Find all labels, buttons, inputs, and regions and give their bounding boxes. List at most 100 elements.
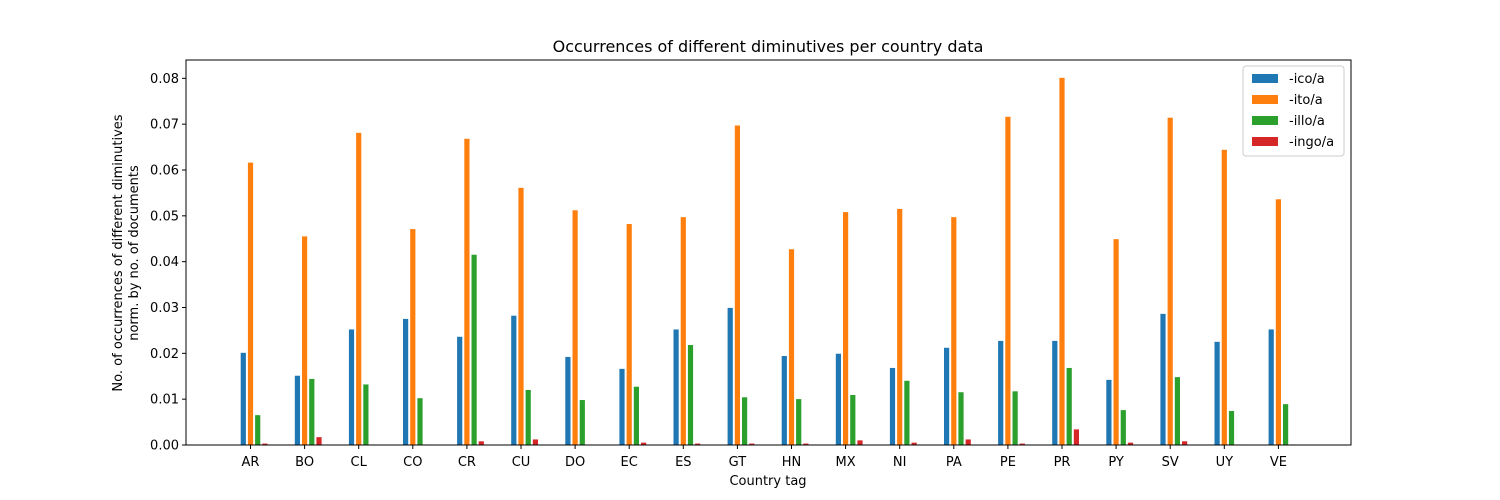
x-axis-ticks: AR BO CL CO CR CU DO EC ES GT HN MX NI PA PE PR PY SV UY VE: [242, 445, 1287, 470]
bar-py-1: [1112, 238, 1120, 446]
y-axis-label-line1: No. of occurrences of different diminuti…: [111, 114, 126, 391]
x-tick-label: PR: [1054, 455, 1071, 470]
x-tick-label: PA: [946, 455, 962, 470]
bar-cl-2: [362, 383, 370, 446]
bar-py-2: [1119, 409, 1127, 446]
bar-pe-1: [1004, 115, 1012, 446]
bar-sv-1: [1166, 116, 1174, 446]
bar-co-0: [402, 318, 410, 446]
y-tick-label: 0.00: [150, 439, 179, 454]
bar-pa-2: [957, 391, 965, 446]
bar-cl-0: [348, 328, 355, 446]
chart-title: Occurrences of different diminutives per…: [553, 37, 984, 56]
bar-co-2: [416, 397, 424, 446]
bar-ni-0: [889, 367, 896, 446]
bar-sv-2: [1174, 376, 1181, 446]
bar-cu-3: [532, 438, 539, 446]
bar-do-1: [571, 209, 579, 446]
bar-cu-1: [517, 187, 525, 446]
legend-swatch: [1252, 137, 1278, 146]
legend-swatch: [1252, 116, 1278, 125]
x-tick-label: NI: [893, 455, 907, 470]
bar-gt-2: [741, 396, 748, 446]
y-tick-label: 0.03: [150, 301, 179, 316]
bar-cu-2: [524, 389, 532, 446]
legend-label: -ingo/a: [1289, 135, 1334, 150]
bar-bo-2: [308, 378, 316, 446]
x-tick-label: GT: [729, 455, 747, 470]
bar-pr-0: [1051, 340, 1059, 446]
bar-mx-2: [849, 394, 857, 446]
bar-ve-2: [1282, 403, 1289, 446]
x-tick-label: PE: [1000, 455, 1016, 470]
bar-cr-3: [477, 440, 485, 446]
bar-mx-3: [856, 439, 864, 446]
x-tick-label: CR: [458, 455, 476, 470]
bar-mx-1: [842, 211, 849, 446]
bar-py-0: [1105, 379, 1113, 446]
legend-label: -illo/a: [1289, 114, 1325, 129]
bar-ni-1: [896, 208, 904, 446]
bar-cl-1: [355, 132, 363, 446]
bar-bo-0: [293, 374, 301, 446]
bar-pa-3: [964, 438, 972, 446]
x-tick-label: BO: [295, 455, 314, 470]
legend-label: -ito/a: [1289, 93, 1323, 108]
y-tick-label: 0.05: [150, 209, 179, 224]
bar-bo-3: [315, 436, 323, 446]
bar-pa-0: [943, 346, 950, 446]
legend-box: [1242, 65, 1345, 157]
bar-sv-0: [1159, 313, 1167, 446]
x-tick-label: ES: [675, 455, 691, 470]
y-tick-label: 0.07: [150, 118, 179, 133]
bar-pe-2: [1011, 390, 1019, 446]
bar-ve-0: [1267, 328, 1275, 446]
plot-frame: [185, 59, 1352, 446]
bar-cu-0: [510, 314, 518, 446]
bar-ar-2: [254, 414, 262, 446]
x-tick-label: AR: [242, 455, 260, 470]
x-tick-label: CO: [403, 455, 422, 470]
y-tick-label: 0.01: [150, 393, 179, 408]
bar-pe-0: [997, 340, 1005, 446]
bar-pr-1: [1058, 77, 1066, 446]
bar-uy-0: [1213, 341, 1221, 446]
x-tick-label: CU: [512, 455, 531, 470]
bar-uy-1: [1220, 148, 1228, 446]
legend-swatch: [1252, 74, 1278, 83]
bar-cr-0: [456, 335, 464, 446]
y-tick-label: 0.08: [150, 72, 179, 87]
bar-gt-0: [726, 307, 734, 446]
x-tick-label: VE: [1270, 455, 1287, 470]
bar-pr-3: [1073, 428, 1080, 446]
x-tick-label: MX: [836, 455, 856, 470]
bar-uy-2: [1228, 410, 1235, 446]
y-tick-label: 0.06: [150, 164, 179, 179]
x-tick-label: UY: [1216, 455, 1234, 470]
bar-ar-0: [239, 352, 247, 446]
bar-hn-1: [788, 248, 795, 446]
bar-ec-1: [625, 223, 633, 446]
legend-swatch: [1252, 95, 1278, 104]
bar-es-0: [672, 328, 680, 446]
bar-hn-2: [795, 398, 803, 446]
bar-sv-3: [1181, 440, 1188, 446]
bar-cr-2: [470, 253, 478, 446]
bars-group: [239, 77, 1297, 446]
bar-ve-1: [1275, 198, 1282, 446]
x-tick-label: HN: [782, 455, 802, 470]
bar-pa-1: [950, 216, 958, 446]
bar-es-2: [687, 344, 694, 446]
bar-hn-0: [780, 355, 788, 446]
y-axis-ticks: 0.00 0.01 0.02 0.03 0.04 0.05 0.06 0.07 0.08: [150, 72, 186, 454]
bar-es-1: [679, 216, 687, 446]
bar-bo-1: [301, 235, 309, 446]
x-axis-label: Country tag: [729, 474, 806, 489]
y-axis-label-line2: norm. by no. of documents: [127, 165, 142, 341]
x-tick-label: SV: [1162, 455, 1179, 470]
bar-gt-1: [734, 124, 741, 446]
bar-pr-2: [1065, 367, 1073, 446]
legend-label: -ico/a: [1289, 72, 1325, 87]
x-tick-label: EC: [621, 455, 638, 470]
